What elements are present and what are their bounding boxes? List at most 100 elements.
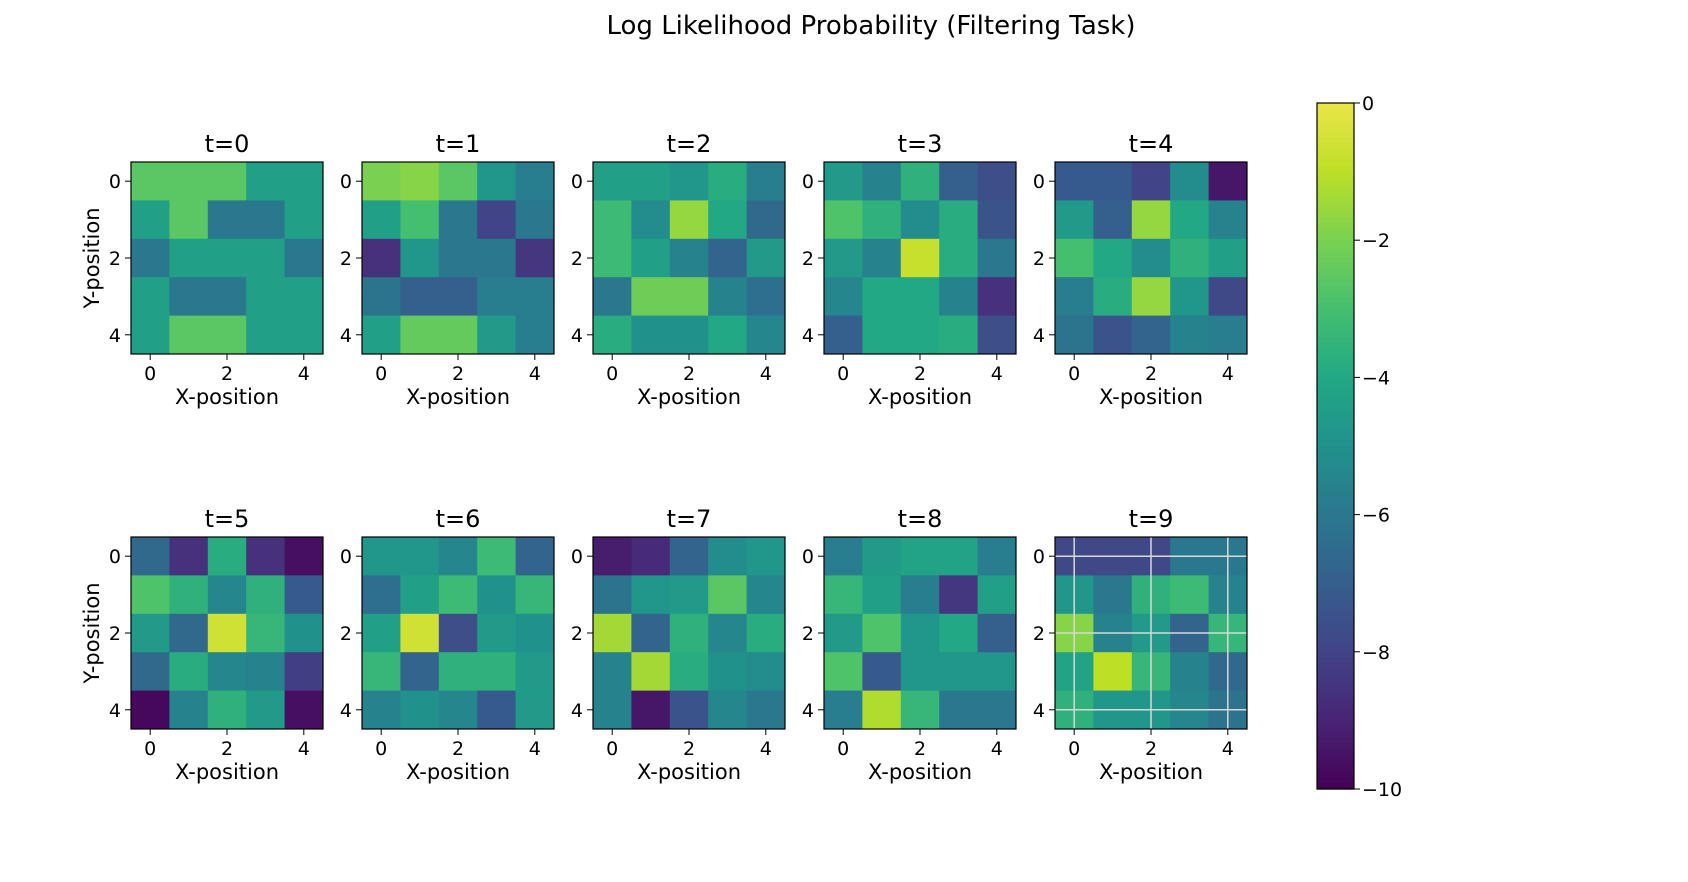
colorbar-segment bbox=[1317, 515, 1354, 521]
colorbar-segment bbox=[1317, 612, 1354, 618]
colorbar-segment bbox=[1317, 366, 1354, 372]
y-tick-label: 0 bbox=[1033, 171, 1045, 193]
colorbar-segment bbox=[1317, 755, 1354, 761]
colorbar-tick-label: −8 bbox=[1362, 642, 1390, 664]
heatmap-cell bbox=[477, 200, 516, 239]
heatmap-cell bbox=[631, 614, 670, 653]
colorbar-segment bbox=[1317, 269, 1354, 275]
heatmap-cell bbox=[978, 277, 1017, 316]
colorbar-segment bbox=[1317, 520, 1354, 526]
heatmap-cell bbox=[670, 162, 709, 201]
heatmap-cell bbox=[1170, 316, 1209, 355]
heatmap-cell bbox=[169, 614, 208, 653]
heatmap-cell bbox=[208, 277, 247, 316]
heatmap-cell bbox=[1093, 239, 1132, 278]
heatmap-cell bbox=[516, 162, 555, 201]
heatmap-cell bbox=[939, 691, 978, 730]
heatmap-cell bbox=[824, 239, 863, 278]
heatmap-cell bbox=[516, 277, 555, 316]
heatmap-cell bbox=[208, 575, 247, 614]
colorbar-segment bbox=[1317, 383, 1354, 389]
x-tick-label: 4 bbox=[991, 363, 1003, 385]
heatmap-cell bbox=[670, 575, 709, 614]
x-tick-label: 2 bbox=[683, 738, 695, 760]
heatmap-cell bbox=[516, 652, 555, 691]
colorbar-segment bbox=[1317, 669, 1354, 675]
heatmap-panels: t=0 0 0 2 2 4 4 X-position Y-position t=1 0 0 2 2 4 4 X-… bbox=[80, 130, 1248, 784]
colorbar-segment bbox=[1317, 320, 1354, 326]
heatmap-cell bbox=[208, 614, 247, 653]
heatmap-cell bbox=[862, 614, 901, 653]
heatmap-cell bbox=[631, 277, 670, 316]
y-tick-label: 0 bbox=[571, 171, 583, 193]
heatmap-cell bbox=[169, 691, 208, 730]
heatmap-cell bbox=[593, 277, 632, 316]
heatmap-cell bbox=[824, 691, 863, 730]
colorbar-segment bbox=[1317, 377, 1354, 383]
y-tick-label: 2 bbox=[109, 248, 121, 270]
x-tick-label: 2 bbox=[914, 363, 926, 385]
colorbar-segment bbox=[1317, 692, 1354, 698]
heatmap-cell bbox=[978, 162, 1017, 201]
heatmap-cell bbox=[824, 200, 863, 239]
x-tick-label: 2 bbox=[221, 738, 233, 760]
heatmap-cell bbox=[439, 316, 478, 355]
colorbar-segment bbox=[1317, 446, 1354, 452]
heatmap-cell bbox=[1132, 277, 1171, 316]
colorbar-segment bbox=[1317, 675, 1354, 681]
heatmap-cell bbox=[631, 162, 670, 201]
panel-title: t=2 bbox=[667, 130, 712, 158]
heatmap-cell bbox=[978, 316, 1017, 355]
heatmap-cell bbox=[939, 162, 978, 201]
x-tick-label: 4 bbox=[760, 363, 772, 385]
heatmap-cell bbox=[477, 691, 516, 730]
heatmap-cell bbox=[400, 316, 439, 355]
heatmap-cell bbox=[670, 537, 709, 576]
heatmap-cell bbox=[670, 652, 709, 691]
heatmap-cell bbox=[362, 162, 401, 201]
y-axis-label: Y-position bbox=[80, 582, 104, 684]
panel-title: t=0 bbox=[205, 130, 250, 158]
heatmap-cell bbox=[862, 537, 901, 576]
heatmap-cell bbox=[400, 691, 439, 730]
heatmap-cell bbox=[901, 691, 940, 730]
colorbar-segment bbox=[1317, 435, 1354, 441]
heatmap-cell bbox=[1093, 200, 1132, 239]
y-tick-label: 2 bbox=[802, 623, 814, 645]
x-axis-label: X-position bbox=[175, 760, 279, 784]
colorbar-segment bbox=[1317, 114, 1354, 120]
heatmap-cell bbox=[1093, 162, 1132, 201]
heatmap-cell bbox=[400, 575, 439, 614]
heatmap-cell bbox=[1132, 239, 1171, 278]
heatmap-cell bbox=[670, 316, 709, 355]
colorbar-segment bbox=[1317, 778, 1354, 784]
colorbar-segment bbox=[1317, 194, 1354, 200]
colorbar-segment bbox=[1317, 360, 1354, 366]
heatmap-cell bbox=[477, 652, 516, 691]
colorbar-segment bbox=[1317, 355, 1354, 361]
heatmap-cell bbox=[516, 691, 555, 730]
x-tick-label: 4 bbox=[1222, 363, 1234, 385]
panel-title: t=8 bbox=[898, 505, 943, 533]
heatmap-cell bbox=[708, 537, 747, 576]
heatmap-cell bbox=[631, 691, 670, 730]
heatmap-cell bbox=[131, 691, 170, 730]
heatmap-cell bbox=[1170, 575, 1209, 614]
colorbar-segment bbox=[1317, 629, 1354, 635]
y-axis-label: Y-position bbox=[80, 207, 104, 309]
colorbar-segment bbox=[1317, 457, 1354, 463]
heatmap-cell bbox=[1170, 239, 1209, 278]
y-tick-label: 4 bbox=[109, 700, 121, 722]
y-tick-label: 0 bbox=[802, 171, 814, 193]
y-tick-label: 0 bbox=[802, 546, 814, 568]
heatmap-cell bbox=[631, 200, 670, 239]
heatmap-cell bbox=[516, 537, 555, 576]
x-tick-label: 4 bbox=[760, 738, 772, 760]
colorbar-segment bbox=[1317, 497, 1354, 503]
colorbar-segment bbox=[1317, 246, 1354, 252]
heatmap-cell bbox=[400, 277, 439, 316]
colorbar-segment bbox=[1317, 166, 1354, 172]
heatmap-cell bbox=[477, 162, 516, 201]
heatmap-cell bbox=[1170, 652, 1209, 691]
heatmap-cell bbox=[1209, 239, 1248, 278]
